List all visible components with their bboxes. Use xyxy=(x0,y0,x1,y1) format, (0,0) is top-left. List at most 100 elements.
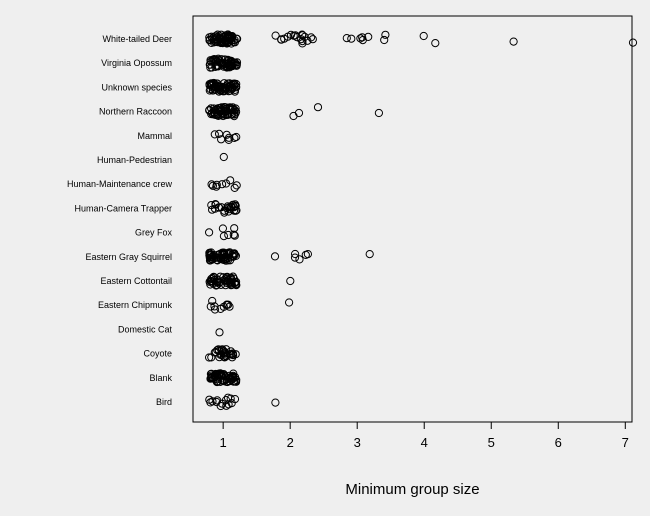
data-point xyxy=(212,180,221,189)
data-point xyxy=(509,37,518,46)
data-point xyxy=(210,130,219,139)
x-tick-label: 5 xyxy=(488,435,495,450)
data-point xyxy=(215,328,224,337)
category-label: Unknown species xyxy=(101,82,172,92)
data-point xyxy=(270,252,280,261)
data-point xyxy=(271,398,280,407)
data-point xyxy=(271,31,280,40)
category-label: Coyote xyxy=(143,349,172,359)
data-point xyxy=(208,296,217,306)
data-point xyxy=(217,135,226,144)
data-point xyxy=(313,103,323,112)
x-tick-label: 4 xyxy=(421,435,428,450)
data-point xyxy=(365,250,374,259)
data-point xyxy=(230,110,239,119)
data-point xyxy=(303,250,312,259)
data-point xyxy=(381,30,390,39)
data-point xyxy=(214,36,223,45)
data-point xyxy=(230,224,239,233)
category-label: Domestic Cat xyxy=(118,324,173,334)
data-point xyxy=(223,256,232,265)
data-point xyxy=(219,109,228,118)
data-point xyxy=(226,374,235,383)
x-tick-label: 3 xyxy=(354,435,361,450)
data-point xyxy=(224,34,233,43)
data-point xyxy=(227,61,236,70)
data-point xyxy=(224,400,233,409)
data-point xyxy=(342,34,351,43)
plot-frame xyxy=(192,15,633,423)
data-point xyxy=(232,281,241,290)
data-point xyxy=(224,110,233,119)
data-point xyxy=(206,398,215,407)
data-point xyxy=(222,204,232,213)
data-point xyxy=(222,130,231,139)
data-point xyxy=(205,60,215,69)
data-point xyxy=(374,108,383,118)
data-point xyxy=(232,206,241,215)
data-point xyxy=(231,201,240,210)
data-point xyxy=(213,377,223,386)
data-point xyxy=(218,399,227,408)
data-point xyxy=(211,369,220,379)
x-tick-label: 6 xyxy=(555,435,562,450)
data-point xyxy=(232,181,241,190)
data-point xyxy=(218,224,227,233)
category-label: White-tailed Deer xyxy=(102,34,172,44)
data-point xyxy=(213,30,222,39)
data-point xyxy=(214,345,223,354)
category-label: Human-Camera Trapper xyxy=(74,203,172,213)
data-point xyxy=(205,228,214,237)
data-point xyxy=(286,30,296,39)
category-label: Blank xyxy=(149,373,172,383)
data-point xyxy=(285,298,294,307)
data-point xyxy=(380,35,389,45)
data-point xyxy=(224,230,233,240)
x-tick-label: 7 xyxy=(622,435,629,450)
data-point xyxy=(223,277,232,286)
category-label: Grey Fox xyxy=(135,228,173,238)
data-point xyxy=(230,80,239,89)
data-point xyxy=(205,353,214,362)
data-point xyxy=(292,33,301,42)
data-point xyxy=(227,57,236,67)
data-point xyxy=(211,200,220,209)
data-point xyxy=(295,255,304,264)
data-point xyxy=(277,35,286,44)
data-point xyxy=(212,35,221,44)
data-point xyxy=(213,346,222,355)
category-label: Eastern Gray Squirrel xyxy=(85,252,172,262)
data-point xyxy=(224,250,233,259)
data-point xyxy=(298,37,307,46)
data-point xyxy=(222,300,231,309)
data-point xyxy=(207,201,216,210)
data-point xyxy=(227,375,236,384)
data-point xyxy=(230,106,239,115)
data-point xyxy=(222,179,231,188)
data-point xyxy=(230,183,239,192)
data-point xyxy=(209,78,218,88)
data-point xyxy=(628,38,638,47)
x-tick-label: 1 xyxy=(220,435,227,450)
data-point xyxy=(214,54,223,63)
data-point xyxy=(216,304,225,313)
data-point xyxy=(222,273,231,282)
data-point xyxy=(209,109,219,118)
data-point xyxy=(289,111,298,121)
data-point xyxy=(222,401,231,410)
data-point xyxy=(226,81,235,90)
data-point xyxy=(212,253,221,262)
data-point xyxy=(217,55,226,64)
data-point xyxy=(356,34,365,43)
data-point xyxy=(290,253,300,262)
data-point xyxy=(218,248,227,257)
data-point xyxy=(227,279,236,288)
data-point xyxy=(358,33,367,42)
data-point xyxy=(215,129,224,138)
x-axis-title: Minimum group size xyxy=(345,481,479,498)
category-label: Human-Pedestrian xyxy=(97,155,172,165)
data-point xyxy=(207,277,216,286)
data-point xyxy=(219,111,228,121)
data-point xyxy=(300,32,309,42)
